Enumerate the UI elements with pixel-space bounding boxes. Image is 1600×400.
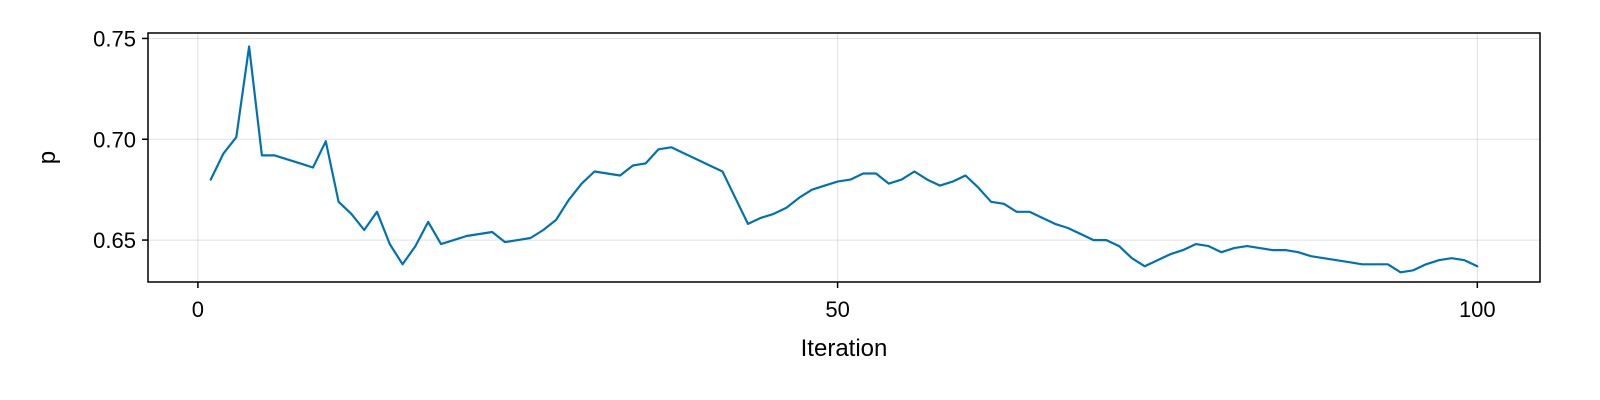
series-layer: [209, 45, 1479, 274]
ticks: 0 50 100 0.65 0.70 0.75: [93, 26, 1495, 322]
x-tick-label: 50: [825, 297, 849, 322]
x-tick-label: 0: [192, 297, 204, 322]
plot-frame: [147, 32, 1541, 283]
y-tick-label: 0.75: [93, 26, 136, 51]
y-tick-label: 0.70: [93, 127, 136, 152]
y-tick-label: 0.65: [93, 228, 136, 253]
grid: [148, 33, 1540, 282]
x-tick-label: 100: [1459, 297, 1496, 322]
x-axis-title: Iteration: [801, 335, 888, 362]
y-axis-title: p: [34, 151, 61, 164]
series-line-0: [209, 45, 1479, 274]
